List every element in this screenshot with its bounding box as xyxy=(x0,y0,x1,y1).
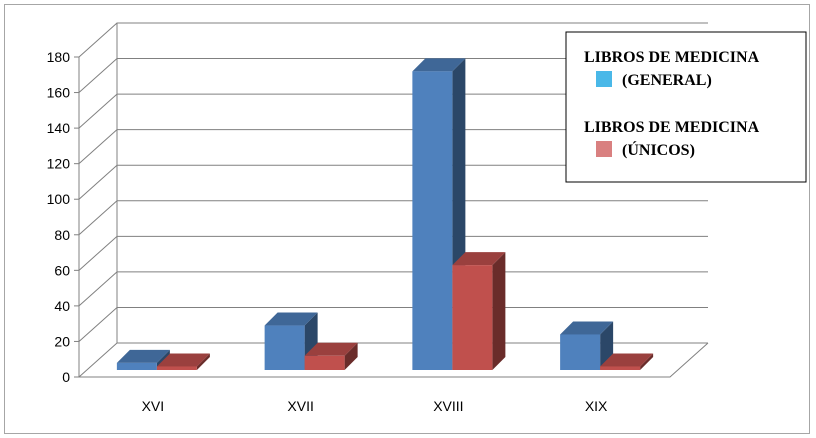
x-tick-label: XVI xyxy=(142,398,165,414)
bar xyxy=(304,355,345,370)
x-axis-ticks: XVI XVII XVIII XIX xyxy=(142,398,608,414)
y-tick-label: 40 xyxy=(54,298,70,314)
y-tick-label: 0 xyxy=(62,369,70,385)
bar-side xyxy=(492,252,506,370)
y-tick-label: 20 xyxy=(54,333,70,349)
y-tick-label: 60 xyxy=(54,262,70,278)
chart-walls xyxy=(78,23,709,378)
y-tick-label: 100 xyxy=(47,191,71,207)
bar xyxy=(156,366,197,370)
bar-top xyxy=(600,353,654,367)
bar-top xyxy=(116,349,170,363)
bar xyxy=(412,71,453,370)
gridline xyxy=(78,271,708,307)
bars xyxy=(116,58,654,370)
gridline xyxy=(78,93,708,129)
bar xyxy=(600,366,641,370)
x-tick-label: XIX xyxy=(585,398,608,414)
gridlines xyxy=(74,22,708,378)
y-tick-label: 160 xyxy=(47,85,71,101)
gridline xyxy=(78,200,708,236)
bar-top xyxy=(412,58,466,72)
bar-top xyxy=(156,353,210,367)
y-tick-label: 80 xyxy=(54,227,70,243)
gridline xyxy=(78,22,708,58)
x-tick-label: XVIII xyxy=(433,398,463,414)
legend-label: LIBROS DE MEDICINA xyxy=(584,49,760,66)
bar-top xyxy=(452,252,506,266)
legend-label: (ÚNICOS) xyxy=(622,140,695,159)
y-tick-label: 140 xyxy=(47,120,71,136)
bar-top xyxy=(264,312,318,326)
y-tick-label: 120 xyxy=(47,156,71,172)
gridline xyxy=(78,235,708,271)
legend: LIBROS DE MEDICINA (GENERAL) LIBROS DE MED… xyxy=(565,31,807,183)
y-axis-ticks: 0 20 40 60 80 100 120 140 160 180 xyxy=(47,49,71,385)
bar-top xyxy=(560,321,614,335)
floor-front-edge xyxy=(79,342,709,378)
y-tick-label: 180 xyxy=(47,49,71,65)
x-tick-label: XVII xyxy=(287,398,313,414)
gridline xyxy=(78,58,708,93)
bar-side xyxy=(640,353,654,370)
bar-side xyxy=(196,353,210,370)
legend-label: (GENERAL) xyxy=(622,72,712,89)
gridline xyxy=(78,342,708,378)
bar xyxy=(560,334,601,370)
bar xyxy=(452,265,493,370)
bar xyxy=(264,325,305,370)
gridline xyxy=(78,306,708,342)
bar xyxy=(116,362,157,370)
legend-swatch xyxy=(596,141,612,157)
gridline xyxy=(78,164,708,200)
legend-label: LIBROS DE MEDICINA xyxy=(584,119,760,136)
gridline xyxy=(78,129,708,165)
legend-swatch xyxy=(596,71,612,87)
bar-top xyxy=(304,342,358,356)
bar-side xyxy=(344,342,358,370)
